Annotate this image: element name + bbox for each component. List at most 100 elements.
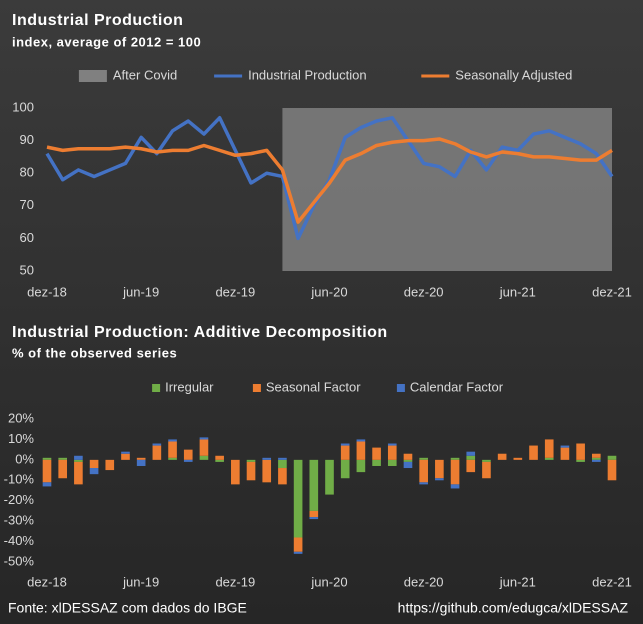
bar-segment: [544, 439, 554, 458]
line: [46, 137, 613, 224]
bar-segment: [136, 459, 146, 466]
bar-segment: [231, 459, 240, 485]
bar-segment: [278, 468, 287, 485]
bar-segment: [576, 459, 585, 462]
bar-segment: [419, 459, 428, 483]
x-tick-label: jun-21: [499, 284, 536, 299]
y-tick-label: 20%: [8, 410, 34, 425]
bar-segment: [482, 459, 491, 462]
legend-label: After Covid: [113, 67, 177, 82]
bar-segment: [89, 459, 99, 469]
chart-title: Industrial Production: [12, 12, 183, 29]
x-tick-label: dez-19: [215, 574, 255, 589]
y-tick-label: -30%: [4, 513, 35, 528]
bar-segment: [121, 451, 130, 454]
bar-segment: [435, 478, 444, 481]
y-tick-label: -10%: [4, 472, 35, 487]
bar-segment: [450, 484, 460, 489]
chart-subtitle: % of the observed series: [12, 345, 177, 360]
bar-segment: [183, 459, 193, 462]
legend-swatch: [252, 384, 261, 392]
bar-segment: [560, 447, 570, 460]
bar-segment: [340, 445, 350, 460]
bar-segment: [168, 457, 177, 460]
bar-segment: [435, 459, 444, 479]
bar-segment: [513, 457, 523, 460]
x-tick-label: jun-20: [310, 284, 347, 299]
bar-segment: [591, 453, 601, 458]
bar-segment: [262, 459, 272, 483]
bar-segment: [309, 459, 319, 511]
x-tick-label: dez-21: [592, 284, 632, 299]
bar-segment: [403, 459, 413, 462]
bar-segment: [450, 459, 460, 485]
y-tick-label: 90: [20, 132, 34, 147]
bar-segment: [168, 439, 177, 442]
bar-segment: [387, 445, 397, 460]
bar-segment: [591, 459, 601, 462]
bar-segment: [121, 453, 130, 460]
bar-segment: [105, 459, 115, 471]
y-tick-label: 80: [20, 165, 34, 180]
bar-segment: [340, 459, 350, 479]
bar-segment: [450, 457, 460, 460]
x-tick-label: dez-20: [404, 574, 444, 589]
bar-segment: [309, 510, 319, 518]
bar-segment: [152, 445, 162, 460]
bar-segment: [199, 439, 209, 456]
bar-segment: [466, 451, 476, 456]
bar-segment: [42, 457, 52, 460]
bar-segment: [356, 441, 366, 460]
bar-segment: [356, 439, 366, 442]
bar-segment: [293, 537, 303, 552]
bar-segment: [607, 459, 617, 481]
bar-segment: [58, 459, 68, 479]
legend-swatch: [396, 384, 405, 392]
x-tick-label: dez-20: [404, 284, 444, 299]
bar-segment: [74, 461, 83, 485]
bar-segment: [387, 459, 397, 466]
y-tick-label: -20%: [4, 492, 35, 507]
bar-segment: [372, 459, 381, 466]
bar-segment: [497, 453, 507, 460]
legend-swatch: [152, 384, 161, 392]
bar-segment: [152, 443, 162, 446]
y-tick-label: 70: [20, 197, 34, 212]
bar-segment: [340, 443, 350, 446]
source-url: https://github.com/edugca/xlDESSAZ: [398, 600, 629, 616]
bar-segment: [278, 459, 287, 469]
bar-segment: [293, 459, 303, 538]
legend-swatch: [78, 70, 107, 82]
x-tick-label: jun-19: [122, 574, 159, 589]
bar-segment: [89, 468, 99, 475]
bar-segment: [199, 455, 209, 460]
y-tick-label: 10%: [8, 431, 34, 446]
bar-segment: [482, 461, 491, 479]
y-tick-label: 60: [20, 230, 34, 245]
bar-segment: [74, 455, 83, 460]
line: [45, 116, 614, 241]
bar-segment: [576, 443, 585, 460]
legend-label: Industrial Production: [248, 67, 367, 82]
legend-label: Seasonal Factor: [266, 379, 361, 394]
bar-segment: [278, 457, 287, 460]
legend-label: Irregular: [165, 379, 214, 394]
bar-segment: [262, 457, 272, 460]
bar-segment: [215, 459, 224, 462]
bar-segment: [74, 459, 83, 462]
bar-segment: [529, 445, 538, 460]
bar-segment: [136, 457, 146, 460]
bar-segment: [168, 441, 177, 458]
bar-segment: [419, 457, 428, 460]
bar-segment: [591, 457, 601, 460]
bar-segment: [419, 482, 428, 485]
bar-segment: [199, 437, 209, 440]
bar-segment: [293, 551, 303, 554]
x-tick-label: dez-18: [27, 284, 67, 299]
bar-segment: [466, 455, 476, 460]
bar-segment: [372, 447, 381, 460]
chart-subtitle: index, average of 2012 = 100: [12, 34, 201, 49]
chart-title: Industrial Production: Additive Decompos…: [12, 324, 388, 341]
